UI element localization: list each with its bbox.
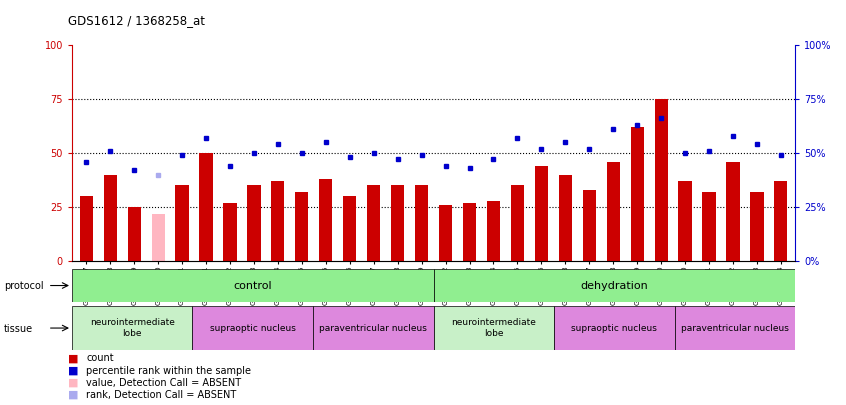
Bar: [630, 127, 644, 261]
Text: rank, Detection Call = ABSENT: rank, Detection Call = ABSENT: [86, 390, 237, 400]
Bar: [486, 200, 500, 261]
Text: ■: ■: [68, 390, 78, 400]
Text: control: control: [233, 281, 272, 290]
Bar: [774, 181, 788, 261]
Text: ■: ■: [68, 378, 78, 388]
Text: neurointermediate
lobe: neurointermediate lobe: [452, 318, 536, 338]
Bar: [175, 185, 189, 261]
Bar: [343, 196, 356, 261]
Bar: [319, 179, 332, 261]
Text: value, Detection Call = ABSENT: value, Detection Call = ABSENT: [86, 378, 241, 388]
Bar: [433, 269, 795, 302]
Bar: [151, 213, 165, 261]
Text: count: count: [86, 354, 114, 363]
Bar: [678, 181, 692, 261]
Bar: [463, 203, 476, 261]
Bar: [727, 162, 739, 261]
Bar: [415, 185, 428, 261]
Bar: [583, 190, 596, 261]
Bar: [439, 205, 452, 261]
Bar: [313, 306, 433, 350]
Text: percentile rank within the sample: percentile rank within the sample: [86, 366, 251, 375]
Bar: [702, 192, 716, 261]
Bar: [80, 196, 93, 261]
Text: protocol: protocol: [4, 281, 44, 291]
Bar: [200, 153, 212, 261]
Bar: [192, 306, 313, 350]
Bar: [72, 306, 192, 350]
Bar: [674, 306, 795, 350]
Bar: [367, 185, 381, 261]
Text: paraventricular nucleus: paraventricular nucleus: [319, 324, 427, 333]
Bar: [72, 269, 433, 302]
Bar: [750, 192, 763, 261]
Bar: [607, 162, 620, 261]
Bar: [128, 207, 140, 261]
Text: ■: ■: [68, 354, 78, 363]
Bar: [433, 306, 554, 350]
Text: dehydration: dehydration: [580, 281, 648, 290]
Bar: [655, 99, 667, 261]
Bar: [511, 185, 524, 261]
Text: neurointermediate
lobe: neurointermediate lobe: [90, 318, 174, 338]
Text: supraoptic nucleus: supraoptic nucleus: [571, 324, 657, 333]
Bar: [535, 166, 548, 261]
Bar: [272, 181, 284, 261]
Text: tissue: tissue: [4, 324, 33, 334]
Bar: [558, 175, 572, 261]
Bar: [223, 203, 237, 261]
Text: GDS1612 / 1368258_at: GDS1612 / 1368258_at: [68, 14, 205, 27]
Text: supraoptic nucleus: supraoptic nucleus: [210, 324, 296, 333]
Bar: [104, 175, 117, 261]
Text: paraventricular nucleus: paraventricular nucleus: [681, 324, 789, 333]
Bar: [391, 185, 404, 261]
Bar: [247, 185, 261, 261]
Bar: [554, 306, 674, 350]
Bar: [295, 192, 309, 261]
Text: ■: ■: [68, 366, 78, 375]
